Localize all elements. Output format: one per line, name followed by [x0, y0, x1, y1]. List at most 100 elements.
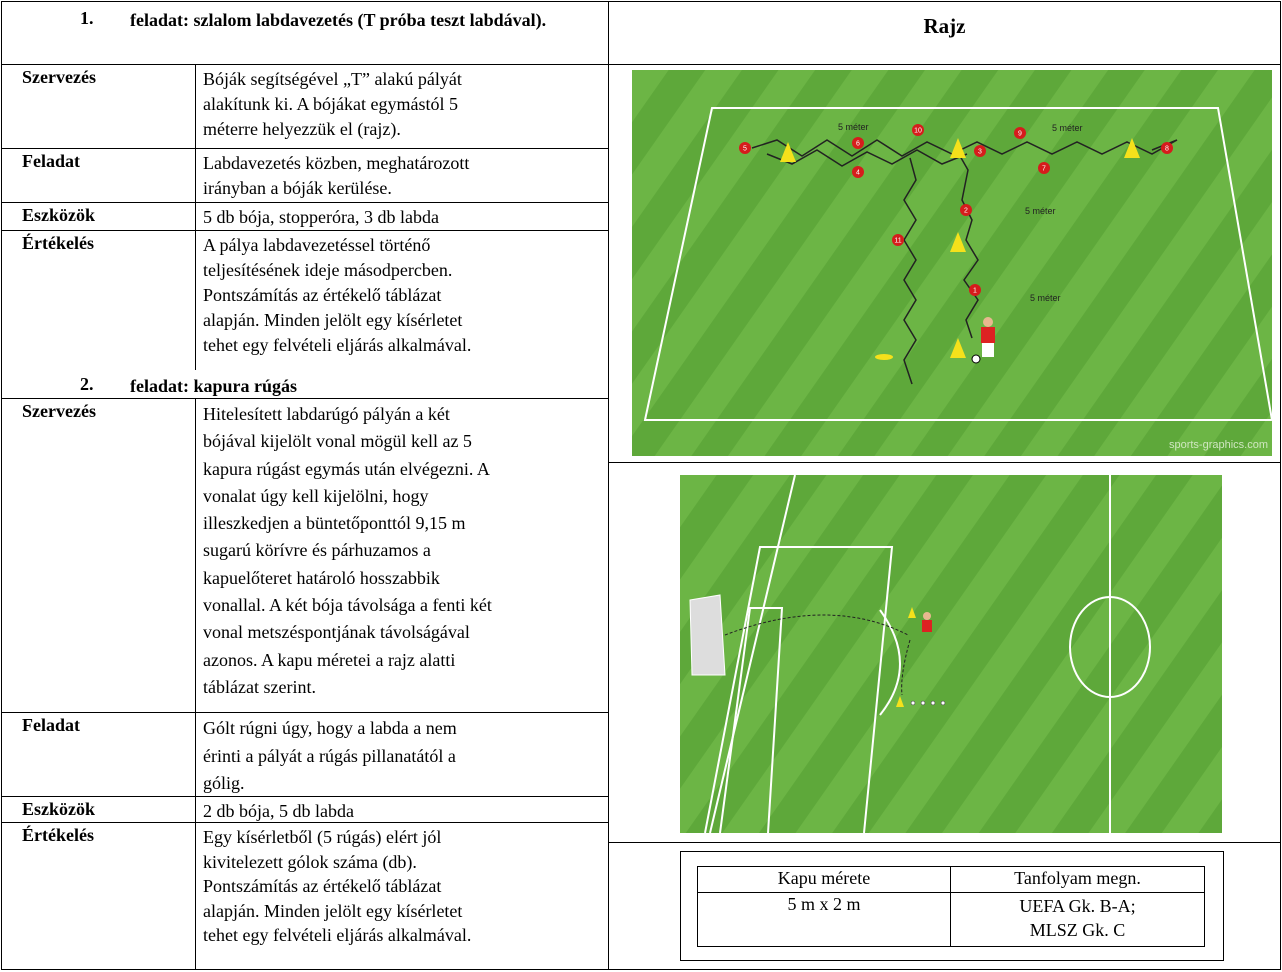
route — [766, 149, 968, 167]
marker-label: 4 — [856, 170, 860, 177]
marker — [739, 142, 751, 154]
border — [1204, 866, 1205, 947]
text-line: alakítunk ki. A bójákat egymástól 5 — [203, 94, 458, 114]
row-label: Szervezés — [22, 67, 96, 87]
text-line: érinti a pályát a rúgás pillanatától a — [203, 745, 456, 766]
border — [195, 398, 196, 969]
player — [971, 317, 995, 364]
row-content: Labdavezetés közben, meghatározott irányb… — [203, 151, 469, 201]
pitch — [632, 70, 1272, 456]
marker — [960, 204, 972, 216]
cone — [896, 696, 904, 707]
text-line: A pálya labdavezetéssel történő — [203, 235, 431, 255]
border — [1223, 851, 1224, 961]
player — [922, 620, 932, 632]
text-line: kapura rúgást egymás után elvégezni. A — [203, 458, 490, 479]
marker — [892, 234, 904, 246]
marker-label: 8 — [1165, 146, 1169, 153]
border — [1, 64, 609, 65]
border — [609, 462, 1281, 463]
text-line: 2 db bója, 5 db labda — [203, 801, 354, 821]
shooting-drawing — [680, 475, 1222, 833]
border — [1, 230, 609, 231]
distance-label: 5 méter — [1052, 123, 1083, 133]
route — [751, 139, 1178, 157]
row-label: Értékelés — [22, 825, 94, 845]
border — [697, 866, 1205, 867]
text-line: Hitelesített labdarúgó pályán a két — [203, 404, 450, 424]
text-line: sugarú körívre és párhuzamos a — [203, 540, 431, 561]
text-line: gólig. — [203, 773, 245, 793]
text-line: táblázat szerint. — [203, 676, 316, 697]
border — [1, 822, 609, 823]
border — [697, 892, 1205, 893]
shot — [724, 614, 909, 636]
text-line: alapján. Minden jelölt egy kísérletet — [203, 900, 463, 921]
text-line: tehet egy felvételi eljárás alkalmával. — [203, 925, 472, 945]
border — [1, 1, 1281, 2]
marker — [852, 137, 864, 149]
border — [1, 969, 1281, 970]
text-line: Labdavezetés közben, meghatározott — [203, 153, 470, 173]
marker — [1038, 162, 1050, 174]
pitch-line — [643, 107, 1272, 421]
marker-label: 11 — [894, 238, 901, 245]
text-line: Egy kísérletből (5 rúgás) elért jól — [203, 827, 442, 847]
cone — [908, 607, 916, 618]
row-content: Hitelesített labdarúgó pályán a két bójáv… — [203, 401, 492, 701]
distance-label: 5 méter — [1025, 206, 1056, 216]
marker-label: 6 — [856, 141, 860, 148]
table-cell: UEFA Gk. B-A; MLSZ Gk. C — [951, 894, 1204, 942]
marker — [912, 124, 924, 136]
border — [1280, 1, 1281, 970]
pitch — [680, 475, 1222, 833]
text-line: 5 db bója, stopperóra, 3 db labda — [203, 207, 439, 227]
table-header: Tanfolyam megn. — [1014, 868, 1141, 888]
border — [1, 148, 609, 149]
pitch-lines — [704, 475, 1151, 833]
player-head — [923, 612, 931, 620]
row-label: Eszközök — [22, 205, 96, 225]
table-cell: 5 m x 2 m — [787, 894, 861, 914]
text-line: kivitelezett gólok száma (db). — [203, 851, 417, 872]
marker — [969, 284, 981, 296]
marker-label: 9 — [1018, 131, 1022, 138]
text-line: Pontszámítás az értékelő táblázat — [203, 285, 442, 305]
marker-label: 5 — [743, 146, 747, 153]
text-line: illeszkedjen a büntetőponttól 9,15 m — [203, 513, 466, 534]
text-line: teljesítésének ideje másodpercben. — [203, 260, 453, 280]
marker-label: 3 — [978, 149, 982, 156]
border — [1, 202, 609, 203]
text-line: Pontszámítás az értékelő táblázat — [203, 876, 442, 896]
goal — [689, 594, 726, 676]
border — [697, 946, 1205, 947]
border — [1, 796, 609, 797]
marker-label: 1 — [973, 288, 977, 295]
row-content: Bóják segítségével „T” alakú pályát alakí… — [203, 67, 462, 142]
border — [950, 866, 951, 947]
drawing-header: Rajz — [923, 14, 966, 38]
table-cell-line: UEFA Gk. B-A; — [1019, 896, 1136, 916]
text-line: méterre helyezzük el (rajz). — [203, 119, 401, 139]
text-line: vonalat úgy kell kijelölni, hogy — [203, 485, 429, 506]
balls — [910, 700, 946, 706]
border — [1, 398, 609, 399]
text-line: vonal metszéspontjának távolságával — [203, 622, 470, 643]
task-title: feladat: kapura rúgás — [130, 376, 298, 396]
border — [195, 64, 196, 370]
border — [697, 866, 698, 947]
watermark: sports-graphics.com — [1169, 439, 1268, 451]
route — [901, 639, 911, 696]
row-content: 5 db bója, stopperóra, 3 db labda — [203, 205, 439, 230]
row-label: Értékelés — [22, 233, 94, 253]
border — [680, 851, 681, 961]
row-content: Gólt rúgni úgy, hogy a labda a nem érinti… — [203, 715, 457, 798]
text-line: irányban a bóják kerülése. — [203, 178, 392, 198]
border — [680, 960, 1224, 961]
table-cell-line: MLSZ Gk. C — [1029, 920, 1126, 940]
row-label: Szervezés — [22, 401, 96, 421]
text-line: tehet egy felvételi eljárás alkalmával. — [203, 335, 472, 355]
route — [903, 157, 917, 385]
